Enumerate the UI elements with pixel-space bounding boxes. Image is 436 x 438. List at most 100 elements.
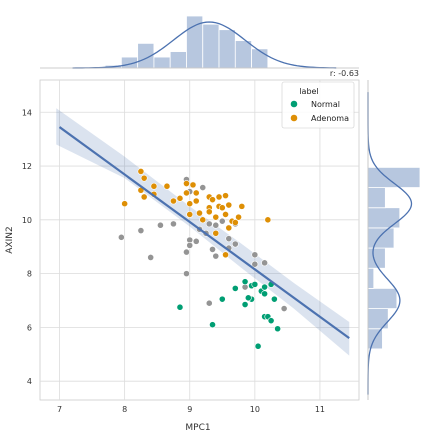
scatter-point-adenoma bbox=[189, 181, 197, 189]
scatter-point-adenoma bbox=[186, 211, 194, 218]
x-tick-label: 9 bbox=[187, 405, 192, 414]
scatter-point-adenoma bbox=[218, 204, 226, 212]
marginal-y-panel bbox=[367, 80, 421, 400]
x-tick-label: 11 bbox=[315, 405, 325, 414]
scatter-point-adenoma bbox=[183, 180, 190, 187]
scatter-point-adenoma bbox=[225, 201, 233, 209]
marginal-x-bar bbox=[169, 51, 187, 69]
scatter-point-adenoma bbox=[222, 192, 229, 200]
marginal-y-bar bbox=[367, 288, 398, 309]
scatter-point-adenoma bbox=[192, 197, 200, 205]
scatter-point-adenoma bbox=[170, 197, 177, 205]
scatter-point-adenoma bbox=[264, 216, 272, 224]
x-tick-label: 7 bbox=[57, 405, 62, 414]
scatter-point-adenoma bbox=[212, 213, 220, 221]
marginal-x-kde bbox=[72, 21, 337, 69]
scatter-point-normal bbox=[251, 280, 259, 288]
scatter-point-adenoma bbox=[196, 209, 203, 217]
scatter-point-unlabeled bbox=[147, 254, 155, 261]
scatter-point-unlabeled bbox=[157, 221, 164, 229]
scatter-point-adenoma bbox=[140, 174, 148, 182]
marginal-y-bar bbox=[367, 187, 386, 209]
marginal-y-kde bbox=[367, 92, 413, 395]
scatter-point-unlabeled bbox=[212, 252, 220, 260]
scatter-point-adenoma bbox=[231, 219, 239, 226]
scatter-point-adenoma bbox=[222, 211, 229, 218]
scatter-point-unlabeled bbox=[225, 235, 233, 243]
scatter-point-adenoma bbox=[235, 213, 242, 221]
scatter-point-adenoma bbox=[121, 200, 129, 208]
scatter-point-adenoma bbox=[183, 189, 190, 197]
scatter-point-adenoma bbox=[225, 224, 233, 232]
y-tick-label: 10 bbox=[22, 216, 32, 225]
x-axis-label: MPC1 bbox=[185, 423, 210, 433]
scatter-point-unlabeled bbox=[170, 220, 177, 228]
scatter-point-unlabeled bbox=[218, 217, 226, 225]
scatter-point-unlabeled bbox=[199, 184, 207, 191]
scatter-point-adenoma bbox=[137, 168, 145, 175]
scatter-point-normal bbox=[274, 325, 282, 333]
scatter-point-unlabeled bbox=[251, 251, 259, 259]
scatter-point-adenoma bbox=[192, 189, 200, 197]
plot-area bbox=[39, 79, 360, 401]
scatter-point-adenoma bbox=[209, 196, 216, 204]
regression-line bbox=[58, 126, 350, 340]
scatter-point-unlabeled bbox=[205, 299, 213, 307]
scatter-point-normal bbox=[176, 303, 184, 311]
scatter-point-unlabeled bbox=[186, 241, 194, 249]
y-tick-label: 8 bbox=[27, 270, 32, 279]
scatter-point-normal bbox=[254, 342, 262, 350]
scatter-point-unlabeled bbox=[231, 240, 239, 248]
scatter-point-normal bbox=[261, 283, 269, 291]
legend-marker-normal bbox=[290, 100, 298, 108]
legend-label-normal: Normal bbox=[311, 100, 340, 109]
scatter-point-adenoma bbox=[205, 208, 213, 216]
marginal-x-bar bbox=[202, 23, 220, 69]
scatter-point-normal bbox=[261, 290, 269, 298]
scatter-point-unlabeled bbox=[183, 248, 190, 256]
scatter-point-normal bbox=[241, 278, 249, 286]
scatter-point-adenoma bbox=[238, 202, 246, 210]
scatter-point-normal bbox=[244, 294, 252, 302]
scatter-point-adenoma bbox=[163, 182, 171, 190]
scatter-point-adenoma bbox=[140, 193, 148, 201]
marginal-y-bar bbox=[367, 207, 401, 229]
scatter-point-normal bbox=[218, 295, 226, 303]
scatter-point-unlabeled bbox=[205, 220, 213, 228]
scatter-point-adenoma bbox=[186, 200, 194, 208]
legend-label-adenoma: Adenoma bbox=[311, 114, 349, 123]
scatter-point-normal bbox=[241, 301, 249, 308]
scatter-point-unlabeled bbox=[137, 227, 145, 234]
main-scatter-panel: 7 8 9 10 11 4 6 8 10 12 14 bbox=[22, 79, 360, 414]
marginal-x-bar bbox=[218, 29, 236, 69]
scatter-point-adenoma bbox=[215, 193, 223, 201]
scatter-point-adenoma bbox=[176, 194, 184, 202]
marginal-x-bar bbox=[234, 40, 252, 69]
scatter-point-normal bbox=[270, 295, 278, 303]
scatter-point-unlabeled bbox=[117, 233, 125, 241]
legend: label Normal Adenoma bbox=[281, 81, 355, 129]
x-tick-label: 8 bbox=[122, 405, 127, 414]
scatter-point-normal bbox=[267, 317, 275, 325]
scatter-point-adenoma bbox=[222, 251, 229, 259]
marginal-x-bar bbox=[153, 56, 171, 69]
scatter-point-normal bbox=[231, 285, 239, 292]
scatter-point-unlabeled bbox=[183, 270, 190, 278]
y-tick-label: 4 bbox=[27, 377, 32, 386]
marginal-y-bar bbox=[367, 166, 421, 188]
y-axis-label: AXIN2 bbox=[5, 226, 15, 253]
y-tick-label: 12 bbox=[22, 162, 32, 171]
correlation-annotation: r: -0.63 bbox=[330, 69, 359, 78]
y-tick-label: 14 bbox=[22, 108, 32, 117]
scatter-point-unlabeled bbox=[212, 221, 220, 229]
marginal-y-bar bbox=[367, 227, 395, 249]
scatter-point-adenoma bbox=[150, 182, 158, 190]
scatter-point-unlabeled bbox=[261, 259, 269, 267]
marginal-x-panel bbox=[40, 15, 359, 69]
marginal-y-bar bbox=[367, 308, 389, 330]
scatter-point-unlabeled bbox=[251, 260, 259, 268]
legend-marker-adenoma bbox=[290, 114, 298, 122]
y-tick-label: 6 bbox=[27, 323, 32, 332]
